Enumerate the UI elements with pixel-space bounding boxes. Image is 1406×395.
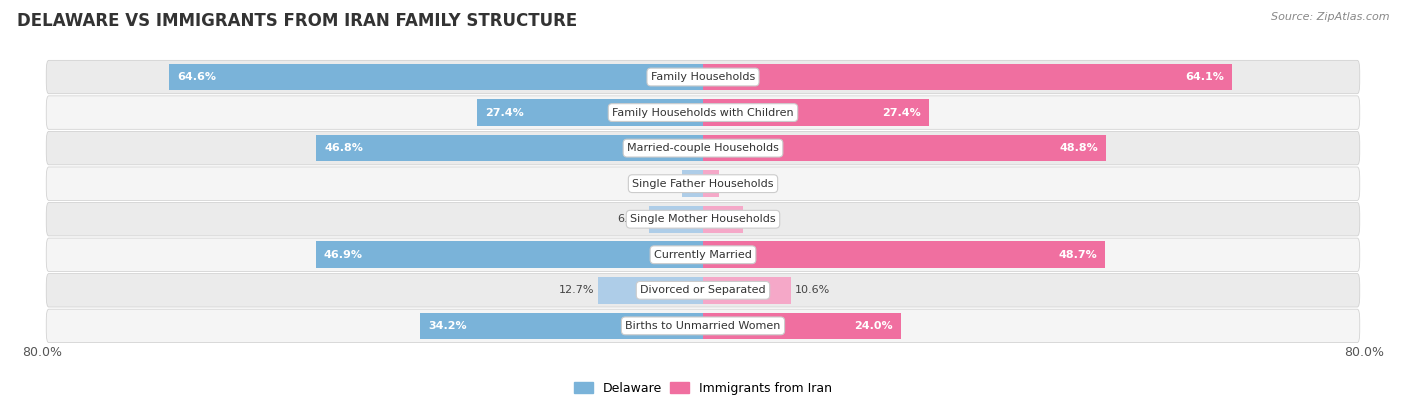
Text: 6.5%: 6.5% xyxy=(617,214,645,224)
Text: 48.7%: 48.7% xyxy=(1059,250,1097,260)
Bar xyxy=(703,135,1107,162)
Bar xyxy=(703,241,1105,268)
Text: Divorced or Separated: Divorced or Separated xyxy=(640,285,766,295)
Bar xyxy=(703,170,718,197)
Legend: Delaware, Immigrants from Iran: Delaware, Immigrants from Iran xyxy=(569,377,837,395)
Bar xyxy=(682,170,703,197)
Text: 24.0%: 24.0% xyxy=(855,321,893,331)
Text: 34.2%: 34.2% xyxy=(429,321,467,331)
Text: Family Households: Family Households xyxy=(651,72,755,82)
Text: 10.6%: 10.6% xyxy=(794,285,830,295)
FancyBboxPatch shape xyxy=(46,203,1360,236)
Bar xyxy=(316,135,703,162)
Text: 64.1%: 64.1% xyxy=(1185,72,1225,82)
Bar xyxy=(703,64,1233,90)
Bar xyxy=(477,99,703,126)
Text: Currently Married: Currently Married xyxy=(654,250,752,260)
Text: Source: ZipAtlas.com: Source: ZipAtlas.com xyxy=(1271,12,1389,22)
Text: 46.8%: 46.8% xyxy=(325,143,364,153)
FancyBboxPatch shape xyxy=(46,60,1360,94)
FancyBboxPatch shape xyxy=(46,132,1360,165)
Text: 4.8%: 4.8% xyxy=(747,214,775,224)
Text: 27.4%: 27.4% xyxy=(485,107,523,118)
Text: Single Mother Households: Single Mother Households xyxy=(630,214,776,224)
Bar xyxy=(703,99,929,126)
Bar xyxy=(169,64,703,90)
FancyBboxPatch shape xyxy=(46,274,1360,307)
FancyBboxPatch shape xyxy=(46,167,1360,200)
Text: Family Households with Children: Family Households with Children xyxy=(612,107,794,118)
Text: 12.7%: 12.7% xyxy=(558,285,593,295)
Bar xyxy=(703,277,790,304)
Text: 64.6%: 64.6% xyxy=(177,72,217,82)
Text: 2.5%: 2.5% xyxy=(650,179,678,189)
Bar xyxy=(315,241,703,268)
Text: Married-couple Households: Married-couple Households xyxy=(627,143,779,153)
Bar xyxy=(703,312,901,339)
Text: 27.4%: 27.4% xyxy=(883,107,921,118)
Bar xyxy=(420,312,703,339)
FancyBboxPatch shape xyxy=(46,309,1360,342)
Bar xyxy=(650,206,703,233)
Text: 46.9%: 46.9% xyxy=(323,250,363,260)
Bar xyxy=(703,206,742,233)
Text: Births to Unmarried Women: Births to Unmarried Women xyxy=(626,321,780,331)
Text: Single Father Households: Single Father Households xyxy=(633,179,773,189)
FancyBboxPatch shape xyxy=(46,96,1360,129)
FancyBboxPatch shape xyxy=(46,238,1360,271)
Bar xyxy=(598,277,703,304)
Text: 48.8%: 48.8% xyxy=(1059,143,1098,153)
Text: 1.9%: 1.9% xyxy=(723,179,751,189)
Text: DELAWARE VS IMMIGRANTS FROM IRAN FAMILY STRUCTURE: DELAWARE VS IMMIGRANTS FROM IRAN FAMILY … xyxy=(17,12,576,30)
